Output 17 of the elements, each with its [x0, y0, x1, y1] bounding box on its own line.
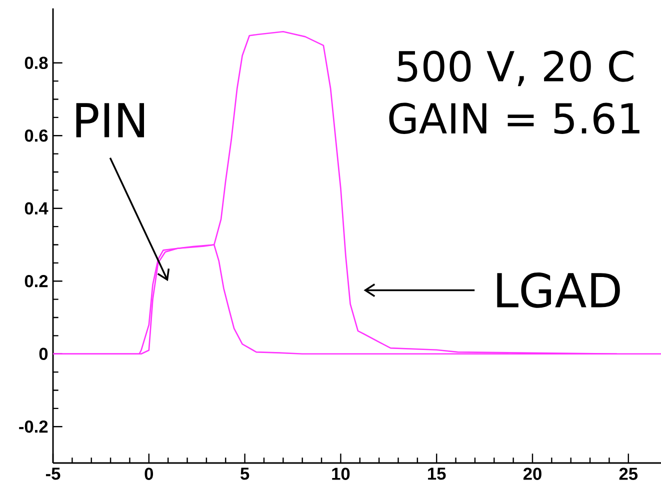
x-tick-label: -5 [46, 468, 60, 480]
y-tick-label: 0.8 [24, 56, 48, 70]
annotation: LGAD [497, 272, 620, 308]
y-tick-label: 0.2 [24, 274, 48, 288]
annotation: GAIN = 5.61 [389, 102, 640, 134]
y-tick-label: 0.4 [24, 202, 48, 215]
x-tick-label: 25 [619, 468, 638, 480]
annotation: PIN [76, 103, 144, 138]
x-tick-label: 10 [332, 468, 350, 480]
y-tick-label: -0.2 [19, 420, 48, 433]
y-tick-label: 0 [39, 348, 48, 360]
x-tick-label: 0 [144, 468, 154, 480]
y-tick-label: 0.6 [24, 129, 48, 142]
annotation: 500 V, 20 C [398, 50, 634, 86]
x-tick-label: 5 [240, 468, 250, 480]
x-tick-label: 20 [523, 468, 542, 480]
x-tick-label: 15 [428, 468, 446, 480]
